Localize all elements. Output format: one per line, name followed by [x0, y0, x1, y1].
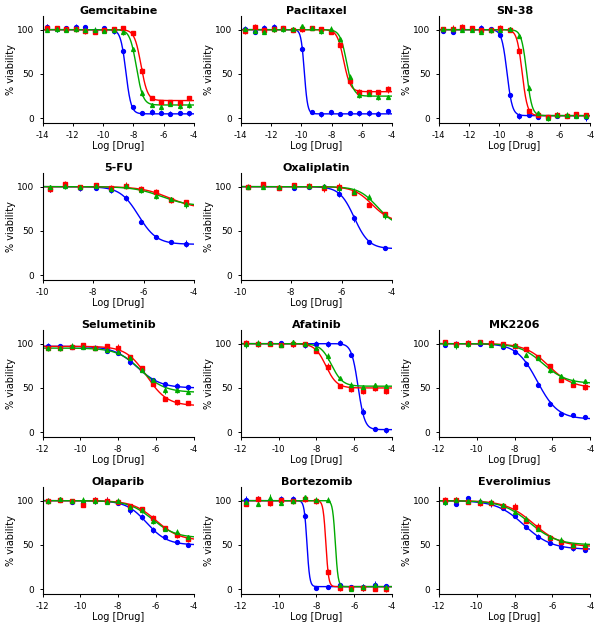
Y-axis label: % viability: % viability [204, 201, 214, 252]
X-axis label: Log [Drug]: Log [Drug] [290, 455, 343, 465]
Y-axis label: % viability: % viability [402, 44, 412, 95]
Title: Oxaliplatin: Oxaliplatin [283, 163, 350, 173]
Y-axis label: % viability: % viability [5, 44, 16, 95]
Title: SN-38: SN-38 [496, 6, 533, 16]
X-axis label: Log [Drug]: Log [Drug] [92, 298, 145, 308]
X-axis label: Log [Drug]: Log [Drug] [290, 298, 343, 308]
Title: Paclitaxel: Paclitaxel [286, 6, 347, 16]
X-axis label: Log [Drug]: Log [Drug] [488, 141, 541, 151]
X-axis label: Log [Drug]: Log [Drug] [92, 141, 145, 151]
Y-axis label: % viability: % viability [5, 515, 16, 566]
Y-axis label: % viability: % viability [204, 358, 214, 409]
Title: Gemcitabine: Gemcitabine [79, 6, 157, 16]
Title: Olaparib: Olaparib [92, 477, 145, 487]
Title: Selumetinib: Selumetinib [81, 320, 155, 330]
Y-axis label: % viability: % viability [5, 201, 16, 252]
Y-axis label: % viability: % viability [204, 515, 214, 566]
Y-axis label: % viability: % viability [402, 358, 412, 409]
X-axis label: Log [Drug]: Log [Drug] [290, 141, 343, 151]
Y-axis label: % viability: % viability [204, 44, 214, 95]
X-axis label: Log [Drug]: Log [Drug] [92, 612, 145, 622]
Title: Afatinib: Afatinib [292, 320, 341, 330]
X-axis label: Log [Drug]: Log [Drug] [488, 612, 541, 622]
Y-axis label: % viability: % viability [5, 358, 16, 409]
Title: Bortezomib: Bortezomib [281, 477, 352, 487]
Title: 5-FU: 5-FU [104, 163, 133, 173]
X-axis label: Log [Drug]: Log [Drug] [488, 455, 541, 465]
Y-axis label: % viability: % viability [402, 515, 412, 566]
X-axis label: Log [Drug]: Log [Drug] [290, 612, 343, 622]
Title: Everolimius: Everolimius [478, 477, 551, 487]
Title: MK2206: MK2206 [490, 320, 540, 330]
X-axis label: Log [Drug]: Log [Drug] [92, 455, 145, 465]
